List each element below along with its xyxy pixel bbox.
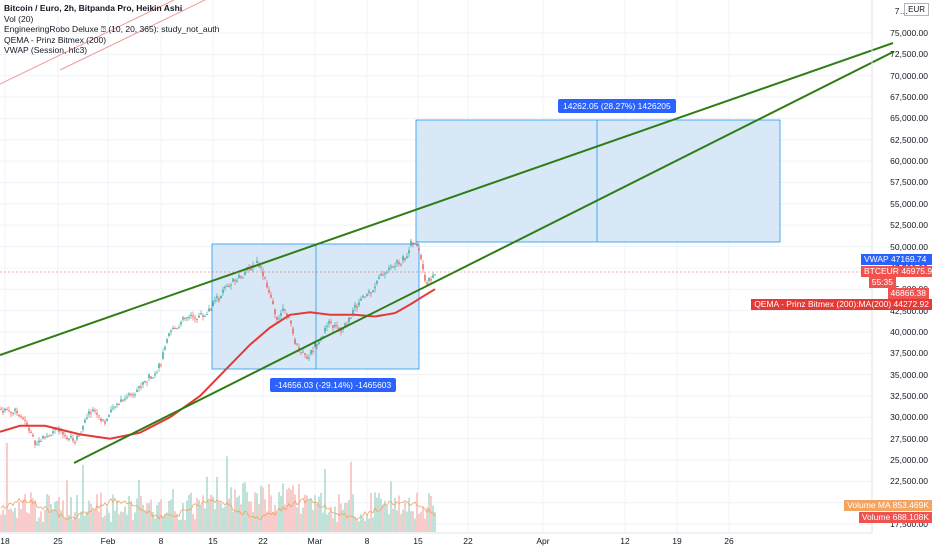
price-axis-top-label: 7…	[894, 6, 908, 16]
price-axis-label: 60,000.00	[890, 156, 928, 167]
time-axis-label: 25	[53, 536, 63, 546]
volume-ma-line	[0, 497, 436, 521]
time-axis-label: 26	[724, 536, 734, 546]
btceur-tag: BTCEUR 46975.94	[861, 266, 932, 277]
qema-line	[0, 288, 436, 440]
legend-vol[interactable]: Vol (20)	[4, 13, 34, 24]
price-axis-label: 50,000.00	[890, 241, 928, 252]
measure-boxes[interactable]	[211, 119, 781, 370]
price-axis-label: 57,500.00	[890, 177, 928, 188]
measure-label-up: 14262.05 (28.27%) 1426205	[558, 99, 676, 113]
countdown-tag: 55:35	[868, 277, 896, 288]
currency-button[interactable]: EUR	[904, 3, 929, 16]
volume-bars	[0, 442, 436, 532]
price-axis-label: 72,500.00	[890, 49, 928, 60]
volume-tag-value: 688.108K	[892, 512, 929, 522]
heikin-ashi-candles	[0, 238, 436, 448]
time-axis-label: 12	[620, 536, 630, 546]
price-axis-label: 35,000.00	[890, 369, 928, 380]
price-axis-label: 70,000.00	[890, 70, 928, 81]
volma-tag: Volume MA 853.469K	[844, 500, 932, 511]
vwap-tag: VWAP 47169.74	[861, 254, 932, 265]
measure-box-up	[415, 119, 781, 243]
price-axis-label: 42,500.00	[890, 305, 928, 316]
price-axis-label: 25,000.00	[890, 455, 928, 465]
btceur-tag-value: 46975.94	[901, 266, 932, 276]
price-axis-label: 55,000.00	[890, 198, 928, 209]
qema-tag: QEMA - Prinz Bitmex (200):MA(200) 44272.…	[751, 299, 932, 310]
vwap-tag-label: VWAP	[864, 254, 889, 264]
chart-grid	[0, 0, 872, 533]
qema-tag-label: QEMA - Prinz Bitmex (200):MA(200)	[754, 299, 892, 309]
indicator-legend: Bitcoin / Euro, 2h, Bitpanda Pro, Heikin…	[4, 3, 219, 56]
price-axis-label: 27,500.00	[890, 433, 928, 444]
qema-tag-value: 44272.92	[893, 299, 929, 309]
time-axis-label: 15	[208, 536, 218, 546]
time-axis-label: 22	[463, 536, 473, 546]
volume-tag-label: Volume	[861, 512, 891, 522]
price-axis-label: 62,500.00	[890, 134, 928, 145]
legend-robo[interactable]: EngineeringRobo Deluxe ⍰ (10, 20, 365): …	[4, 24, 220, 34]
time-axis-label: 22	[258, 536, 268, 546]
time-axis-label: 15	[413, 536, 423, 546]
volume-tag: Volume 688.108K	[858, 512, 932, 523]
time-axis-label: Mar	[307, 536, 323, 546]
time-axis-label: Feb	[100, 536, 116, 546]
price-axis-label: 17,500.00	[890, 519, 928, 530]
symbol-title[interactable]: Bitcoin / Euro, 2h, Bitpanda Pro, Heikin…	[4, 3, 183, 13]
volma-tag-label: Volume MA	[847, 500, 891, 510]
green-trendlines[interactable]	[0, 42, 894, 464]
price-axis-label: 65,000.00	[890, 113, 928, 124]
price-axis-label: 40,000.00	[890, 326, 928, 337]
measure-label-down: -14656.03 (-29.14%) -1465603	[270, 378, 397, 392]
price-axis-label: 37,500.00	[890, 348, 928, 359]
vwap-tag-value: 47169.74	[890, 254, 927, 264]
time-axis-label: Apr	[536, 536, 550, 546]
price-axis-label: 52,500.00	[890, 220, 928, 231]
time-axis-label: 19	[672, 536, 682, 546]
red-trendlines[interactable]	[0, 0, 236, 85]
btceur-tag-label: BTCEUR	[864, 266, 899, 276]
legend-vwap[interactable]: VWAP (Session, hlc3)	[4, 45, 88, 55]
legend-qema[interactable]: QEMA - Prinz Bitmex (200)	[4, 34, 107, 45]
volma-tag-value: 853.469K	[892, 500, 929, 510]
price-axis-label: 30,000.00	[890, 412, 928, 423]
time-axis-label: 18	[0, 536, 10, 546]
price2-tag: 46866.38	[887, 288, 929, 299]
price-axis-label: 32,500.00	[890, 390, 928, 401]
time-axis-label: 8	[364, 536, 370, 546]
price-axis-label: 67,500.00	[890, 92, 928, 103]
price-axis-label: 22,500.00	[890, 476, 928, 487]
time-axis-label: 8	[158, 536, 164, 546]
price-axis-label: 75,000.00	[890, 28, 928, 38]
